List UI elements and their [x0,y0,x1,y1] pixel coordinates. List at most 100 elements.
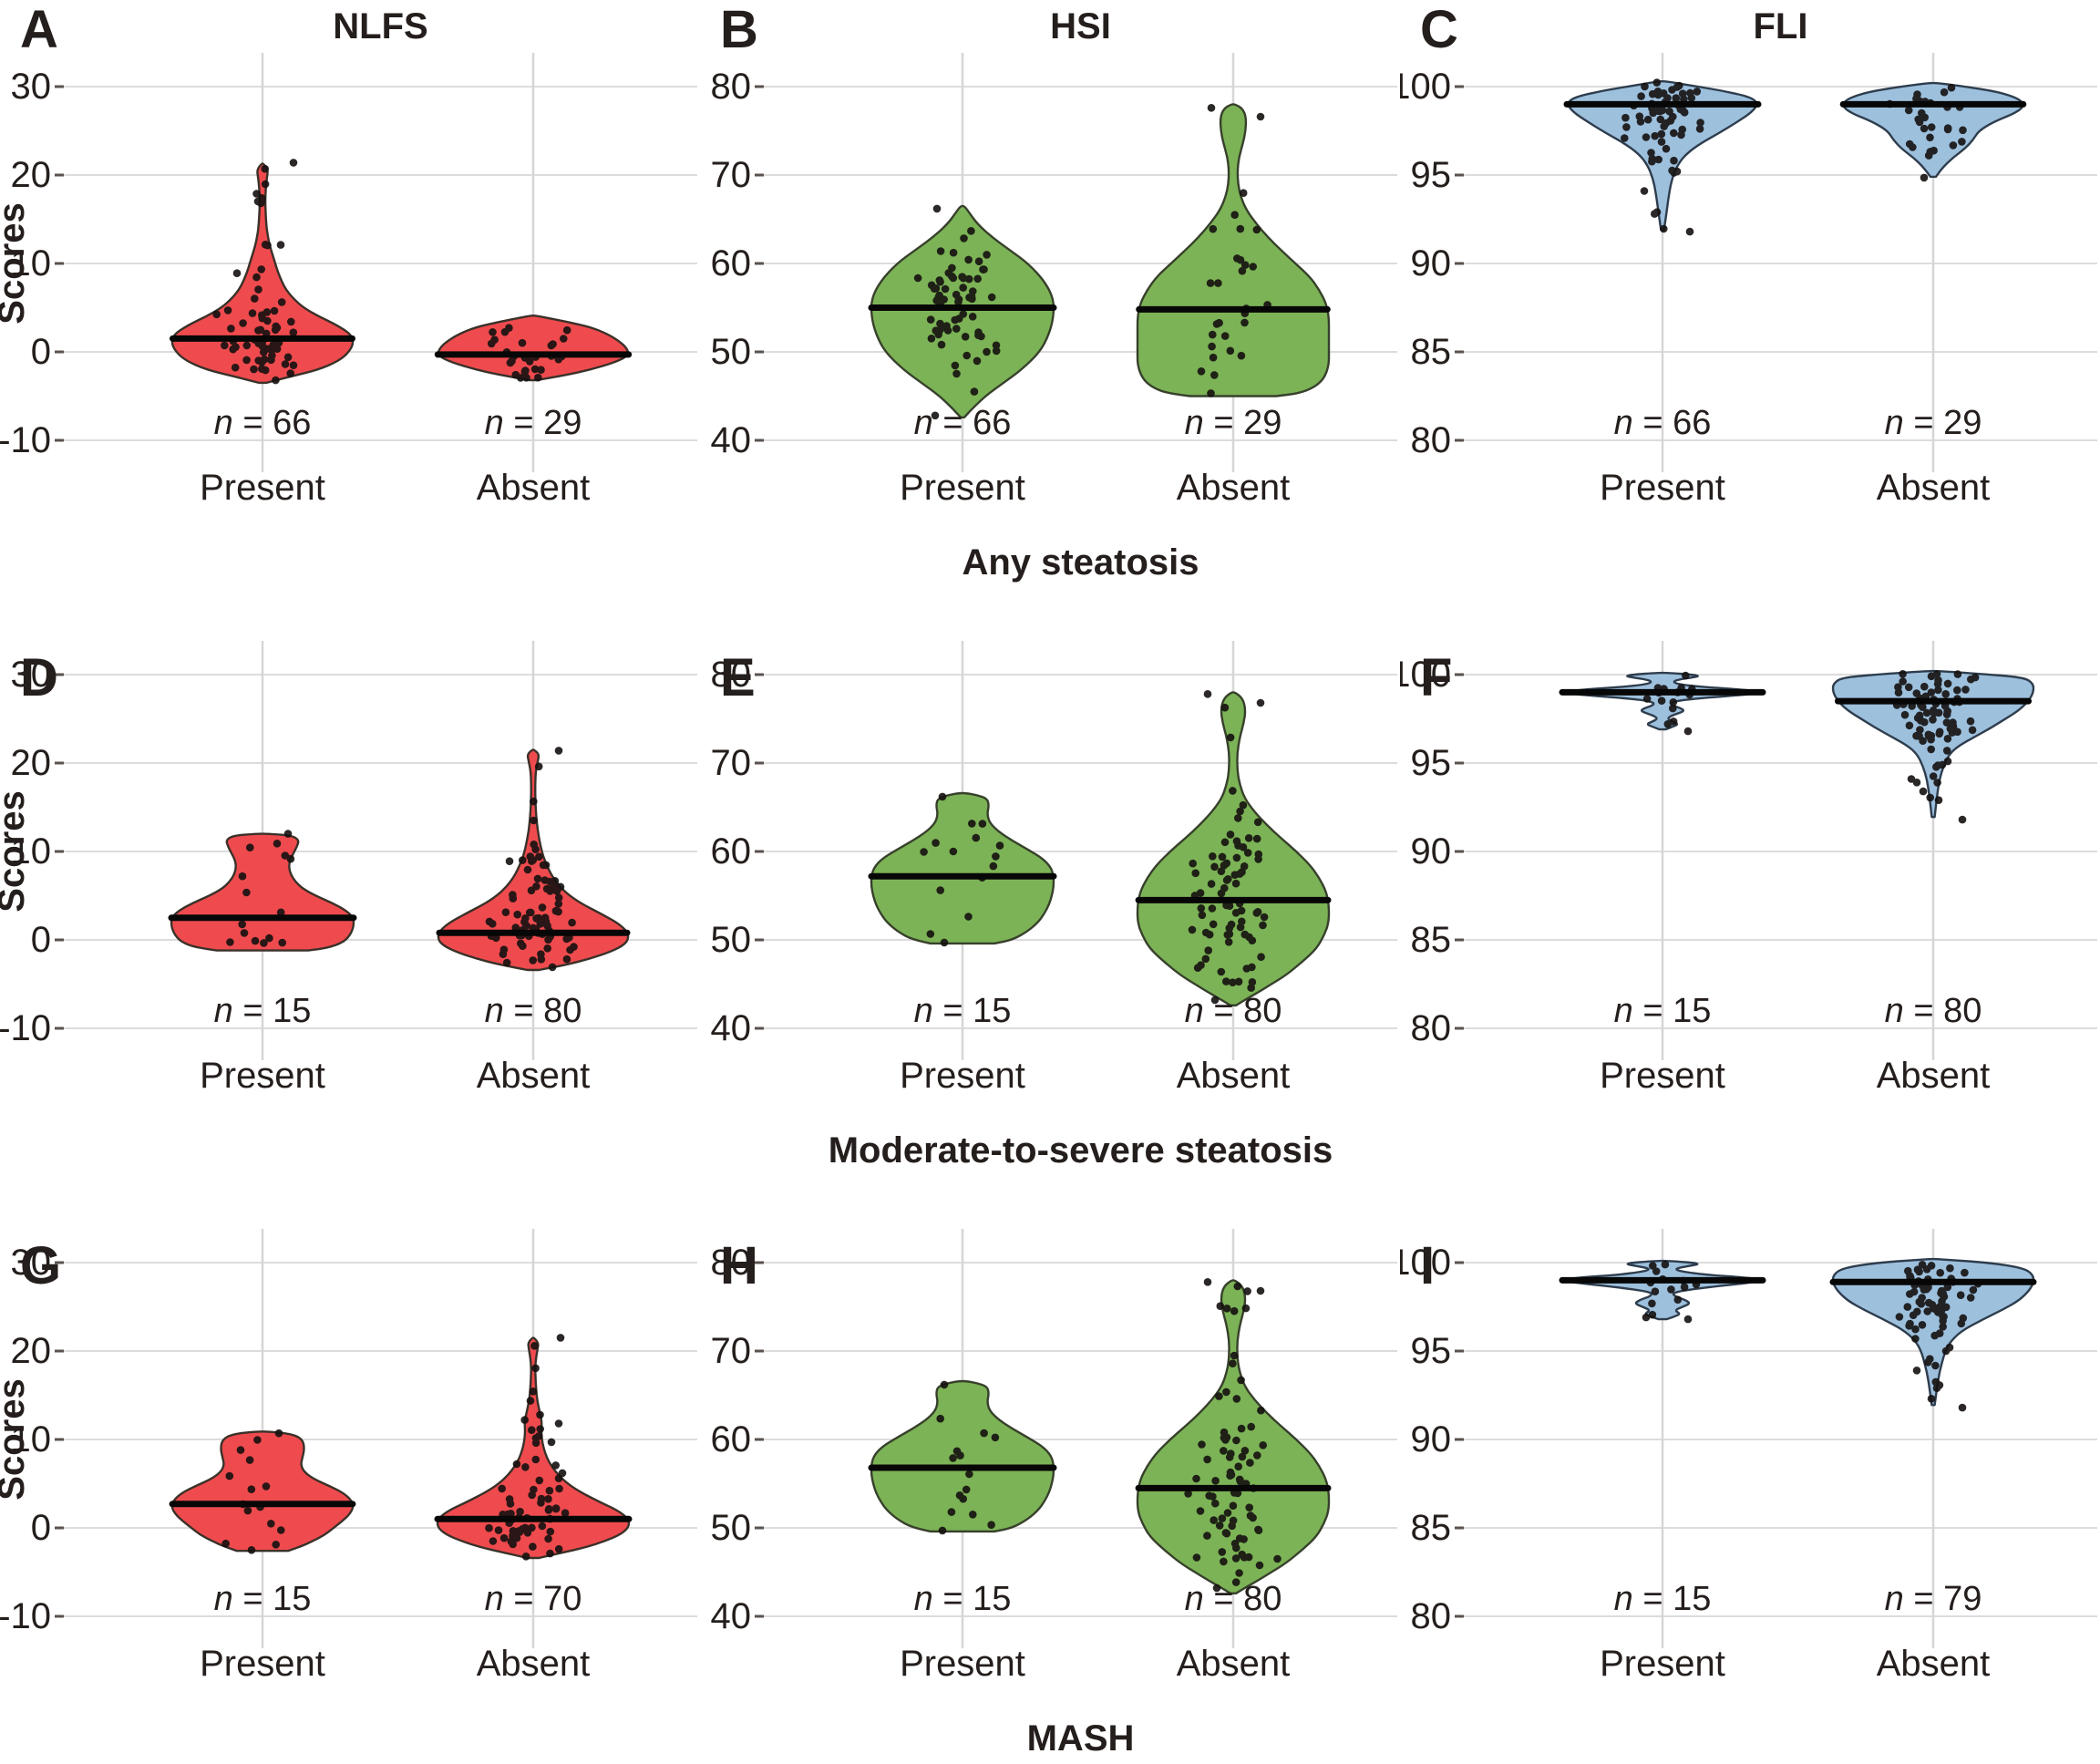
data-point [1243,1287,1251,1295]
data-point [531,845,540,853]
data-point [513,910,521,919]
panel-letter: C [1420,0,1458,59]
panel-cell-A: 30 20 10 0 -10 A NLFS Scores n = 66 Present n = 29… [0,0,700,588]
data-point [1203,1455,1211,1464]
data-point [1235,870,1244,878]
data-point-outlier [238,872,247,881]
data-point [960,234,968,242]
data-point [1913,714,1922,722]
data-point [1248,936,1257,944]
data-point [952,325,961,333]
violin-present [870,791,1055,945]
data-point [560,335,568,343]
category-label-absent: Absent [477,1056,591,1096]
data-point [1661,1260,1670,1269]
category-label-absent: Absent [1177,1644,1291,1684]
n-label: n = 80 [1185,992,1282,1030]
data-point [947,1508,956,1516]
data-point [532,914,540,923]
jitter-points-absent [1188,690,1269,1005]
data-point-outlier [232,269,242,278]
data-point [260,939,268,947]
data-point [1693,88,1702,96]
data-point [1236,807,1244,816]
data-point [1259,1441,1267,1449]
data-point [1918,1294,1926,1302]
data-point [1217,889,1226,898]
data-point [1226,733,1235,742]
violin-absent [1831,669,2035,819]
data-point [1927,688,1936,696]
data-point [1660,224,1668,233]
data-point [1657,696,1666,705]
panel-letter: G [20,1236,61,1295]
data-point [987,293,996,302]
data-point [1231,879,1240,888]
data-point [968,313,977,321]
violin-absent [1136,103,1331,397]
data-point [1903,1303,1912,1311]
data-point [551,1461,560,1470]
data-point [1941,690,1950,698]
data-point [253,1436,262,1444]
data-point [529,1542,537,1551]
y-tick-label: 60 [711,243,752,284]
data-point [499,950,508,958]
jitter-points-absent [485,747,578,972]
data-point [505,1495,514,1503]
data-point [519,942,527,950]
data-point-outlier [283,830,293,838]
data-point [1929,772,1938,780]
category-label-absent: Absent [1177,1056,1291,1096]
data-point [1696,119,1704,127]
data-point [1946,1264,1954,1273]
y-tick-label: 10 [11,243,52,284]
data-point [1207,389,1215,397]
data-point [546,1527,555,1536]
data-point [225,1471,234,1480]
data-point [1919,737,1927,745]
y-tick-label: 70 [711,1331,752,1371]
data-point [1207,880,1216,888]
data-point [1184,1490,1192,1498]
data-point [987,1521,995,1529]
y-tick-label: 100 [1400,655,1451,695]
data-point [289,361,298,370]
data-point-outlier [938,1526,947,1535]
data-point [1926,793,1934,802]
data-point-outlier [1256,1286,1265,1295]
data-point [949,273,958,283]
data-point [283,353,293,362]
data-point [1198,1440,1206,1449]
n-label: n = 15 [1614,992,1712,1030]
data-point [522,374,530,382]
data-point-outlier [932,204,942,213]
n-label: n = 29 [485,404,582,442]
data-point [926,315,935,324]
data-point [1205,930,1214,939]
data-point [951,361,960,370]
data-point [278,938,287,947]
data-point-outlier [1642,1313,1651,1322]
data-point [286,369,295,377]
data-point [247,1485,256,1493]
data-point [1652,1267,1661,1275]
data-point [1643,115,1652,124]
data-point [992,346,1001,356]
data-point [932,326,941,335]
data-point [1234,814,1242,822]
data-point [1232,837,1241,845]
data-point [1229,978,1237,986]
data-point [1232,853,1241,862]
panel-letter: A [20,0,58,59]
data-point [1198,911,1207,920]
data-point [1943,124,1952,132]
data-point [949,847,958,856]
panel-letter: D [20,648,58,707]
n-label: n = 15 [214,1580,312,1618]
data-point [1246,1511,1255,1520]
data-point [1958,138,1966,146]
data-point-outlier [1683,1315,1693,1324]
data-point [1961,1268,1969,1277]
